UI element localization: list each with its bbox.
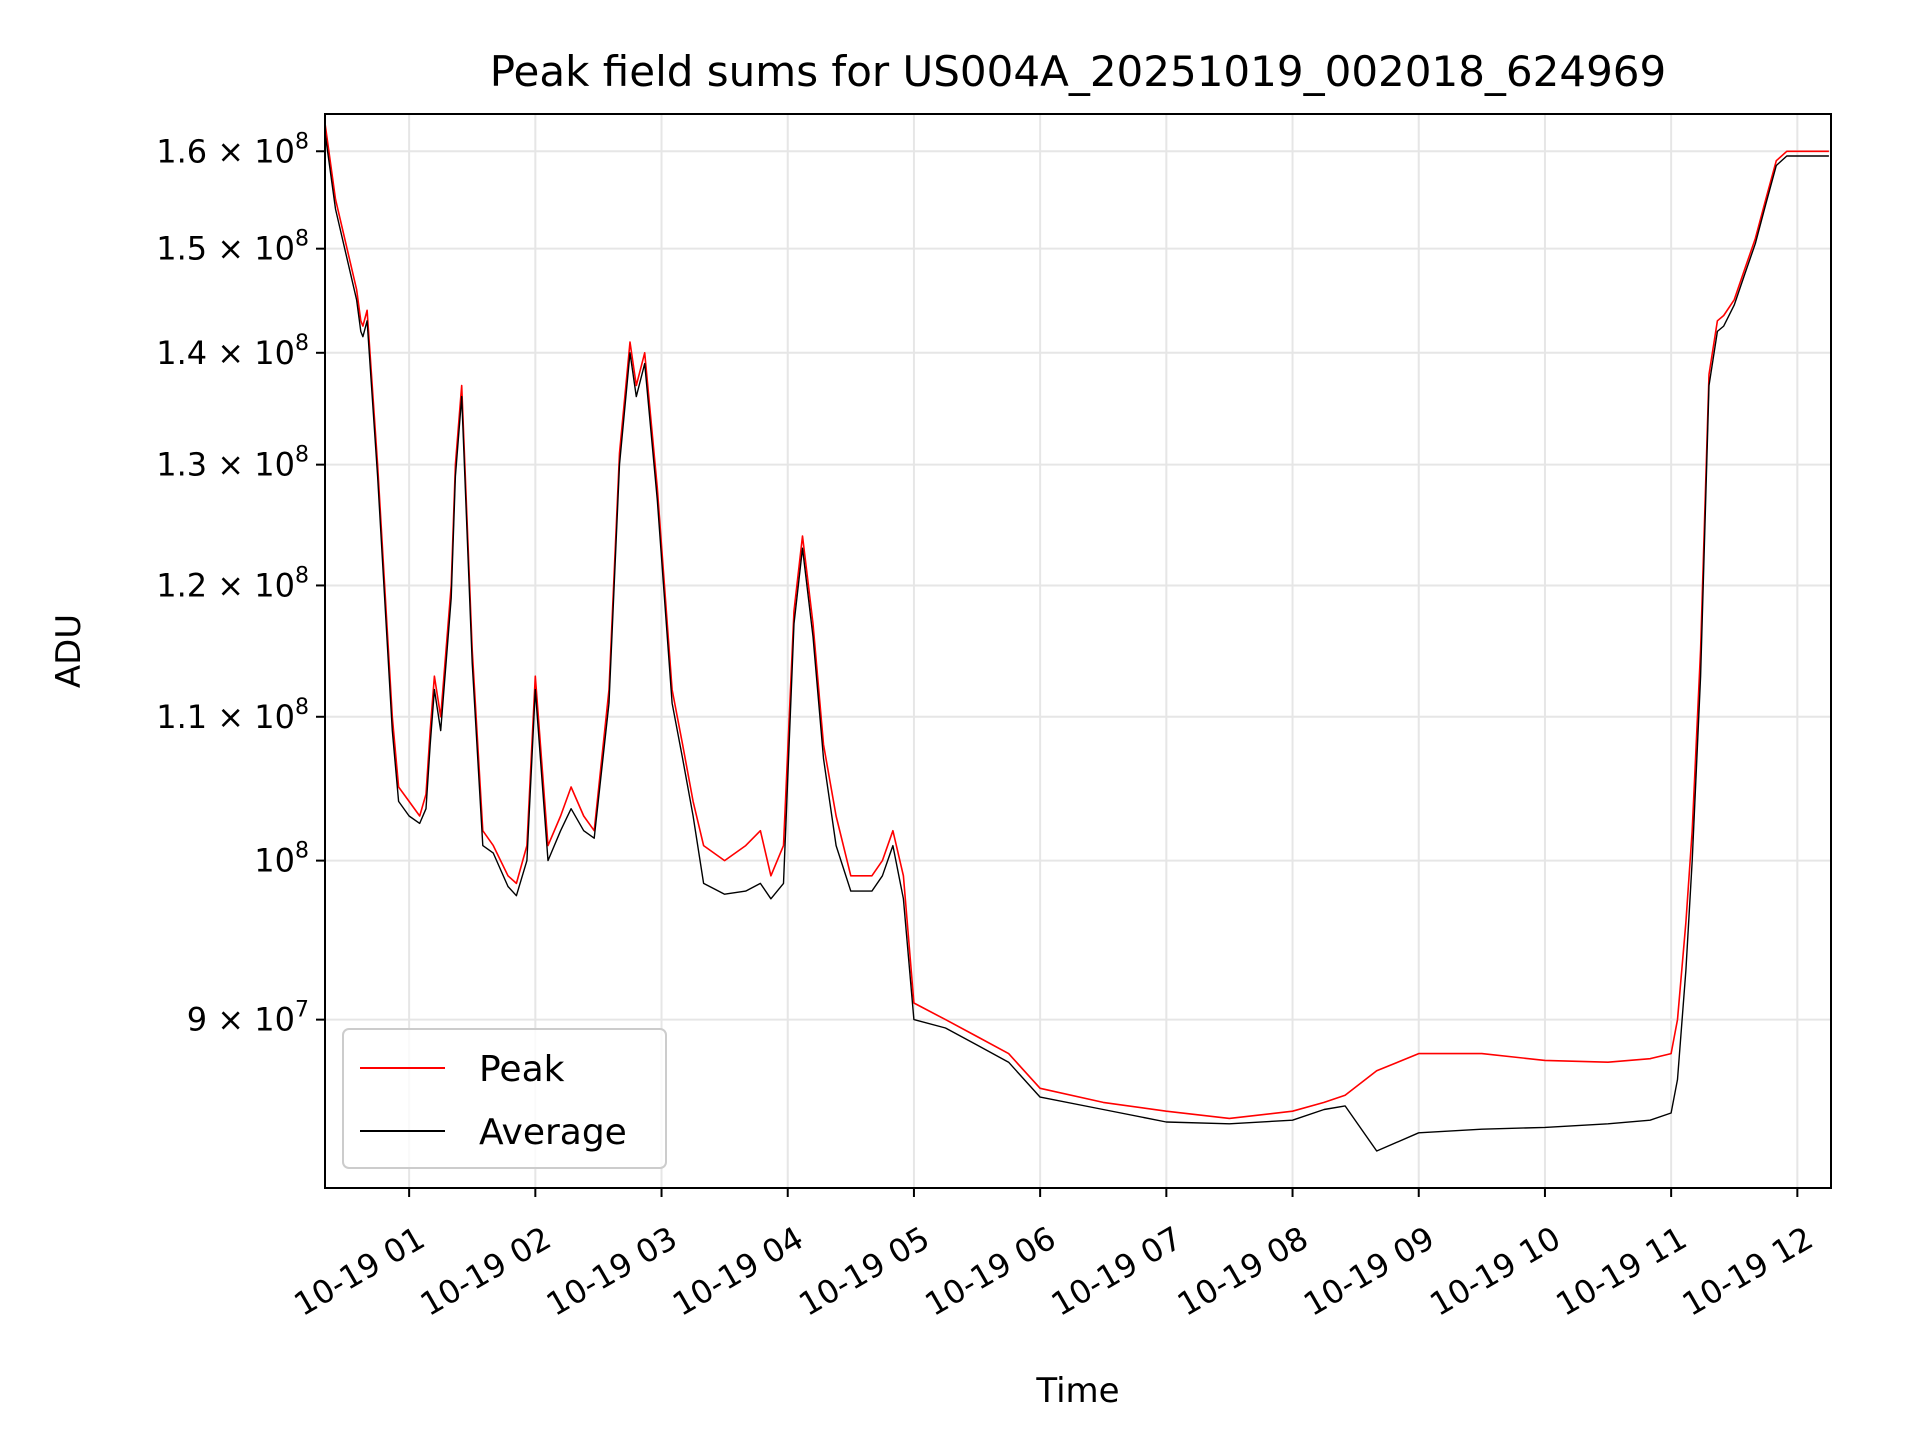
legend-label-average: Average [479,1112,627,1153]
y-tick-label: 1.6 × 108 [156,129,309,170]
y-tick-label: 108 [254,839,309,880]
y-tick-label: 1.5 × 108 [156,227,309,268]
y-tick-label: 1.3 × 108 [156,443,309,484]
legend: Peak Average [342,1028,667,1169]
y-tick-label: 1.2 × 108 [156,563,309,604]
legend-label-peak: Peak [479,1049,565,1090]
legend-box [342,1028,667,1169]
plot-frame [324,113,1832,1189]
grid [325,114,1831,1188]
y-tick-label: 9 × 107 [187,998,309,1039]
plot-area [325,123,1829,1152]
y-tick-label: 1.1 × 108 [156,695,309,736]
x-axis-title: Time [1035,1371,1119,1411]
chart-title: Peak field sums for US004A_20251019_0020… [490,47,1667,96]
y-axis-title: ADU [49,614,89,688]
series-average-line [325,132,1829,1152]
series-peak-line [325,123,1829,1120]
y-tick-label: 1.4 × 108 [156,331,309,372]
y-axis: 9 × 107 108 1.1 × 108 1.2 × 108 1.3 × 108 1.4… [156,129,325,1039]
